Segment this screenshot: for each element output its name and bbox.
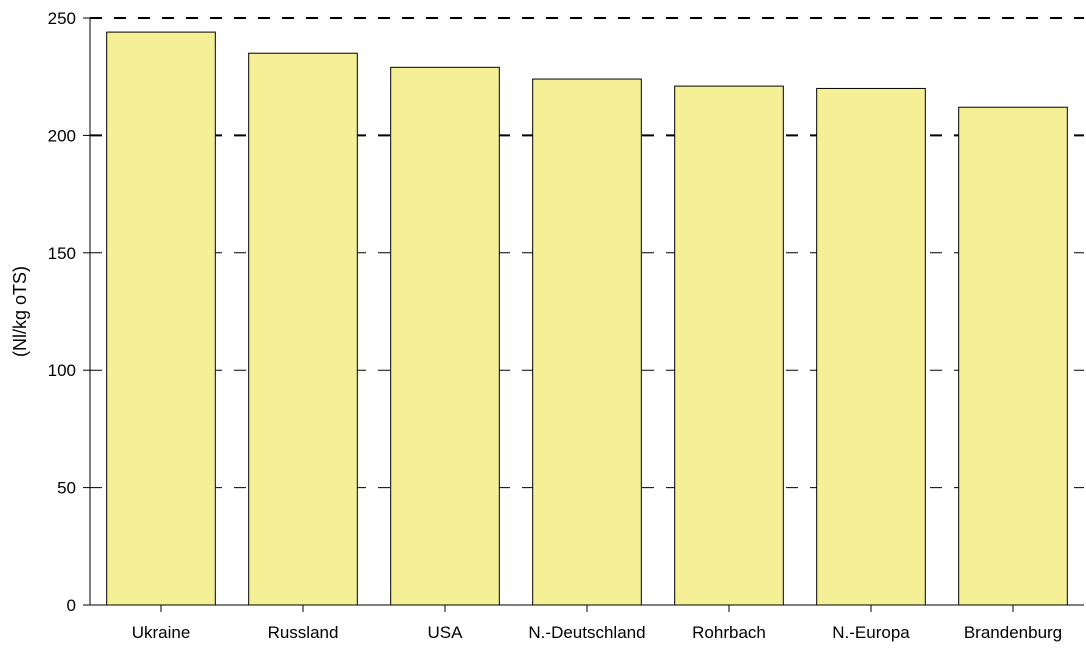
x-tick-label: N.-Europa — [832, 623, 910, 642]
bar — [816, 87, 926, 606]
bars — [106, 31, 1068, 606]
y-tick-label: 50 — [57, 479, 76, 498]
y-tick-label: 100 — [48, 361, 76, 380]
bar — [106, 31, 216, 606]
x-tick-label: Rohrbach — [692, 623, 766, 642]
bar — [532, 78, 642, 606]
x-ticks: Ukraine Russland USA N.-Deutschland Rohrbach… — [132, 605, 1062, 642]
x-tick-label: Russland — [268, 623, 339, 642]
y-tick-label: 0 — [67, 596, 76, 615]
bar — [674, 85, 784, 606]
y-ticks: 0 50 100 150 200 250 — [48, 9, 90, 615]
y-tick-label: 200 — [48, 126, 76, 145]
y-tick-label: 150 — [48, 244, 76, 263]
y-tick-label: 250 — [48, 9, 76, 28]
x-tick-label: Ukraine — [132, 623, 191, 642]
x-tick-label: N.-Deutschland — [528, 623, 645, 642]
bar — [248, 52, 358, 606]
bar — [958, 106, 1068, 606]
x-tick-label: Brandenburg — [964, 623, 1062, 642]
bar — [390, 66, 500, 606]
y-axis-title: (Nl/kg oTS) — [10, 266, 30, 357]
x-tick-label: USA — [428, 623, 464, 642]
